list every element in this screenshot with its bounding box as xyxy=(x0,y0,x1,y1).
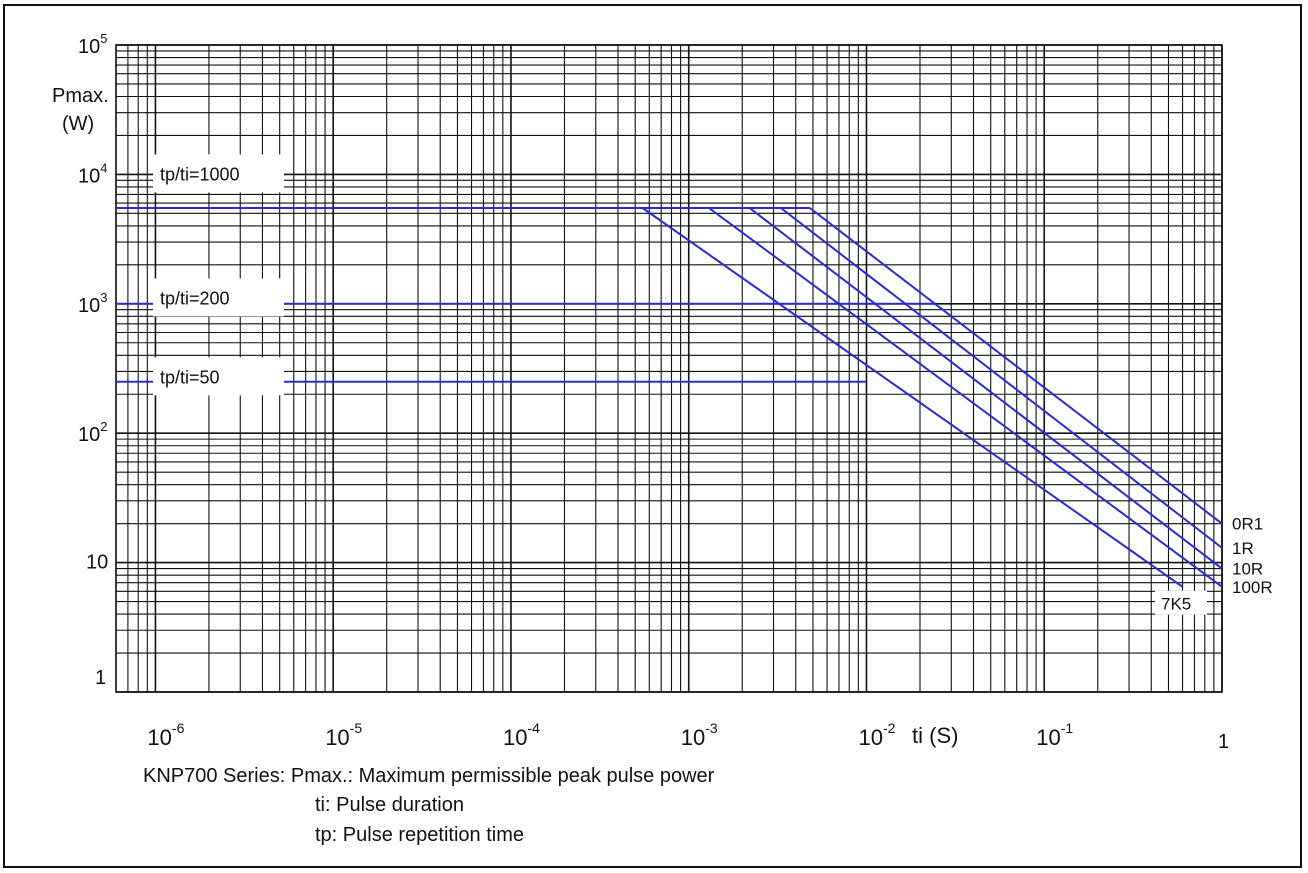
y-axis-label: Pmax. xyxy=(52,85,109,107)
x-tick-label: 10-1 xyxy=(1036,720,1073,750)
x-tick-label: 10-6 xyxy=(147,720,184,750)
series-line-7k5 xyxy=(641,207,1184,588)
series-label: 10R xyxy=(1232,560,1263,579)
series-label: 1R xyxy=(1232,539,1254,558)
ratio-label-box xyxy=(153,154,284,193)
x-tick-label: 10-5 xyxy=(325,720,362,750)
x-tick-label: 1 xyxy=(1218,731,1229,753)
ratio-label: tp/ti=50 xyxy=(160,367,220,387)
y-tick-label: 105 xyxy=(78,31,107,58)
caption-line-3: tp: Pulse repetition time xyxy=(315,824,524,846)
y-tick-label: 10 xyxy=(86,552,108,574)
ratio-label-box xyxy=(153,357,284,396)
series-label: 100R xyxy=(1232,578,1273,597)
y-tick-label: 1 xyxy=(95,667,106,689)
series-label-box xyxy=(1155,590,1207,615)
x-tick-label: 10-4 xyxy=(503,720,540,750)
x-axis-label: ti (S) xyxy=(912,723,958,748)
ratio-label: tp/ti=1000 xyxy=(160,164,240,184)
y-axis-unit: (W) xyxy=(62,113,94,135)
plot-border xyxy=(115,44,1223,693)
series-line-1r xyxy=(780,207,1223,549)
series-line-10r xyxy=(748,207,1223,570)
caption-line-2: ti: Pulse duration xyxy=(315,794,464,816)
x-tick-label: 10-2 xyxy=(858,720,895,750)
chart-grid xyxy=(115,44,1223,693)
series-label: 0R1 xyxy=(1232,515,1263,534)
x-tick-label: 10-3 xyxy=(681,720,718,750)
ratio-label-box xyxy=(153,278,284,317)
chart-frame xyxy=(3,4,1302,868)
ratio-label: tp/ti=200 xyxy=(160,288,230,308)
y-tick-label: 103 xyxy=(78,290,107,317)
caption-line-1: KNP700 Series: Pmax.: Maximum permissibl… xyxy=(143,765,715,787)
series-line-100r xyxy=(708,207,1223,588)
series-line-0r1 xyxy=(809,207,1223,525)
y-tick-label: 104 xyxy=(78,160,107,187)
y-tick-label: 102 xyxy=(78,419,107,446)
series-label: 7K5 xyxy=(1161,595,1191,614)
